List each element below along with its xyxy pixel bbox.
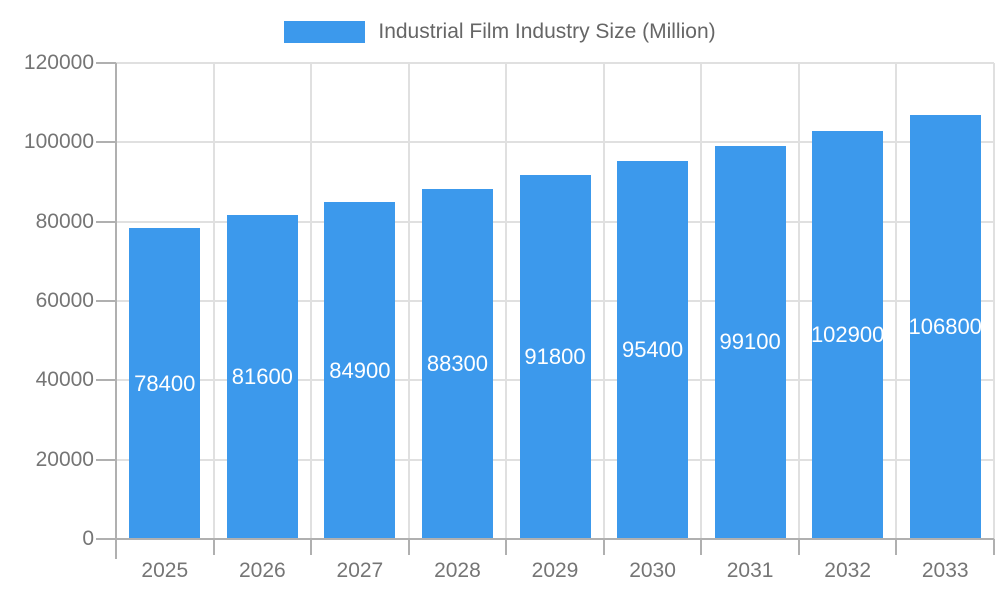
gridline-vertical <box>407 63 410 539</box>
gridline-vertical <box>505 63 508 539</box>
x-axis-label: 2033 <box>921 559 969 582</box>
bar-value-label: 84900 <box>329 357 391 383</box>
bar[interactable] <box>324 202 396 539</box>
bar[interactable] <box>519 174 591 539</box>
x-axis-tick <box>505 539 508 555</box>
gridline-vertical <box>310 63 313 539</box>
y-axis-label: 100000 <box>23 130 94 154</box>
x-axis-label: 2030 <box>629 559 676 582</box>
x-axis-label: 2026 <box>238 559 286 582</box>
legend-label: Industrial Film Industry Size (Million) <box>378 20 716 43</box>
x-axis-tick <box>602 539 605 555</box>
gridline-vertical <box>602 63 605 539</box>
x-axis-tick <box>407 539 410 555</box>
y-axis-label: 20000 <box>35 447 94 471</box>
bar-value-label: 106800 <box>908 314 982 340</box>
bar[interactable] <box>714 145 786 539</box>
bar[interactable] <box>129 228 201 539</box>
gridline-vertical <box>895 63 898 539</box>
x-axis-tick <box>310 539 313 555</box>
x-axis-label: 2032 <box>824 559 872 582</box>
x-axis-label: 2031 <box>726 559 774 582</box>
gridline-vertical <box>797 63 800 539</box>
bar[interactable] <box>617 160 689 539</box>
x-axis-tick <box>895 539 898 555</box>
bar-value-label: 102900 <box>810 321 885 347</box>
y-axis-tick <box>96 141 116 144</box>
gridline-vertical <box>212 63 215 539</box>
legend-swatch <box>284 21 366 43</box>
y-axis-tick <box>96 300 116 302</box>
bar-value-label: 78400 <box>134 370 196 396</box>
y-axis-tick <box>96 379 116 382</box>
x-axis-tick <box>993 539 995 555</box>
gridline-vertical <box>993 63 995 539</box>
bar-value-label: 91800 <box>524 343 586 369</box>
bar[interactable] <box>421 188 493 539</box>
bar[interactable] <box>909 115 981 539</box>
y-axis-tick <box>96 62 116 64</box>
bar-value-label: 88300 <box>426 350 489 376</box>
x-axis-line <box>96 538 994 540</box>
gridline-horizontal <box>116 141 994 144</box>
y-axis-tick <box>96 220 116 223</box>
y-axis-label: 60000 <box>35 289 94 312</box>
gridline-vertical <box>700 63 703 539</box>
x-axis-tick <box>212 539 215 555</box>
bar[interactable] <box>226 215 298 539</box>
y-axis-label: 80000 <box>35 209 94 233</box>
bar-value-label: 99100 <box>719 329 781 355</box>
x-axis-tick <box>797 539 800 555</box>
x-axis-tick <box>700 539 703 555</box>
legend: Industrial Film Industry Size (Million) <box>0 20 1000 44</box>
gridline-horizontal <box>116 62 994 64</box>
x-axis-label: 2025 <box>141 559 189 582</box>
y-axis-label: 0 <box>82 527 94 550</box>
y-axis-tick <box>96 458 116 461</box>
y-axis-label: 40000 <box>35 368 94 392</box>
x-axis-label: 2029 <box>531 559 579 582</box>
y-axis-line <box>115 63 117 559</box>
x-axis-label: 2027 <box>336 559 384 582</box>
x-axis-label: 2028 <box>434 559 481 582</box>
bar-value-label: 81600 <box>231 364 293 390</box>
bar[interactable] <box>812 130 884 539</box>
y-axis-label: 120000 <box>23 51 94 74</box>
bar-value-label: 95400 <box>621 336 684 362</box>
